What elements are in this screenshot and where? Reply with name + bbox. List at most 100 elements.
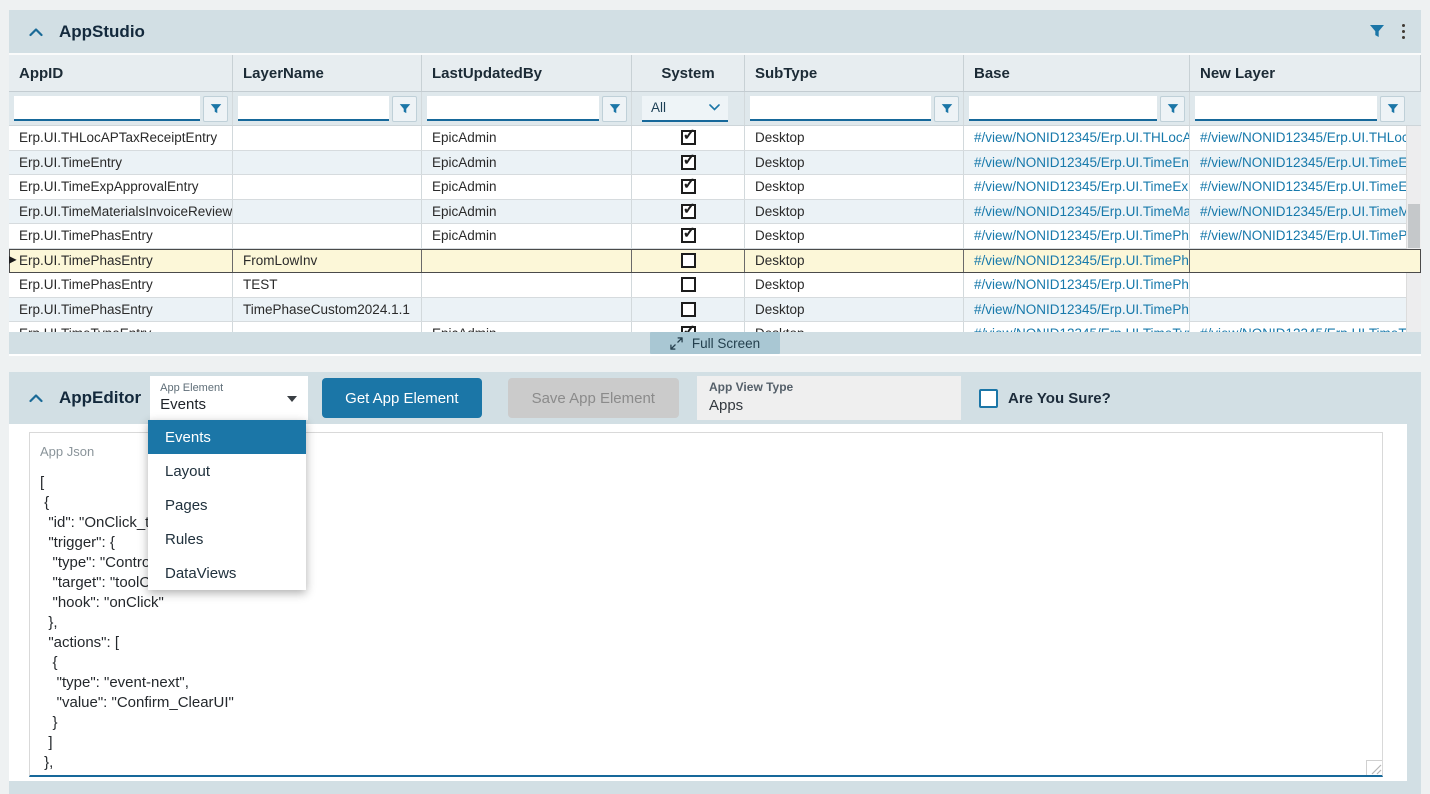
base-link[interactable]: #/view/NONID12345/Erp.UI.TimePha xyxy=(974,253,1190,268)
cell-subtype: Desktop xyxy=(745,200,964,224)
cell-layername: TimePhaseCustom2024.1.1 xyxy=(233,298,422,322)
cell-new-layer: #/view/NONID12345/Erp.UI.TimeTyp xyxy=(1190,322,1421,332)
cell-appid: Erp.UI.TimeMaterialsInvoiceReview xyxy=(9,200,233,224)
new-layer-link[interactable]: #/view/NONID12345/Erp.UI.TimeExp xyxy=(1200,179,1421,194)
base-link[interactable]: #/view/NONID12345/Erp.UI.TimeEnt xyxy=(974,155,1190,170)
cell-appid: Erp.UI.TimePhasEntry xyxy=(9,249,233,273)
collapse-chevron-icon[interactable] xyxy=(25,387,47,409)
column-header-layername[interactable]: LayerName xyxy=(233,55,422,91)
cell-system xyxy=(632,273,745,297)
filter-button-base[interactable] xyxy=(1160,96,1185,122)
cell-new-layer: #/view/NONID12345/Erp.UI.THLocAP xyxy=(1190,126,1421,150)
panel-appeditor: AppEditor App Element Events Get App Ele… xyxy=(9,372,1421,794)
filter-button-new-layer[interactable] xyxy=(1380,96,1405,122)
table-row[interactable]: ▶ Erp.UI.TimeExpApprovalEntry EpicAdmin … xyxy=(9,175,1421,200)
base-link[interactable]: #/view/NONID12345/Erp.UI.TimePha xyxy=(974,277,1190,292)
get-app-element-button[interactable]: Get App Element xyxy=(322,378,481,418)
system-checkbox[interactable] xyxy=(681,228,696,243)
column-header-lastupdatedby[interactable]: LastUpdatedBy xyxy=(422,55,632,91)
cell-system xyxy=(632,175,745,199)
table-row[interactable]: ▶ Erp.UI.THLocAPTaxReceiptEntry EpicAdmi… xyxy=(9,126,1421,151)
new-layer-link[interactable]: #/view/NONID12345/Erp.UI.TimePha xyxy=(1200,228,1421,243)
cell-appid: Erp.UI.TimeEntry xyxy=(9,151,233,175)
column-header-base[interactable]: Base xyxy=(964,55,1190,91)
base-link[interactable]: #/view/NONID12345/Erp.UI.TimeTyp xyxy=(974,326,1190,332)
save-app-element-button[interactable]: Save App Element xyxy=(508,378,679,418)
system-checkbox[interactable] xyxy=(681,302,696,317)
filter-input-subtype[interactable] xyxy=(750,96,931,121)
cell-base: #/view/NONID12345/Erp.UI.TimePha xyxy=(964,224,1190,248)
filter-input-appid[interactable] xyxy=(14,96,200,121)
base-link[interactable]: #/view/NONID12345/Erp.UI.THLocAP xyxy=(974,130,1190,145)
cell-subtype: Desktop xyxy=(745,298,964,322)
filter-button-appid[interactable] xyxy=(203,96,228,122)
filter-input-base[interactable] xyxy=(969,96,1157,121)
system-checkbox[interactable] xyxy=(681,326,696,332)
system-checkbox[interactable] xyxy=(681,277,696,292)
system-filter-select[interactable]: All xyxy=(642,96,728,122)
cell-appid: Erp.UI.TimePhasEntry xyxy=(9,298,233,322)
are-you-sure-checkbox[interactable] xyxy=(979,389,998,408)
system-checkbox[interactable] xyxy=(681,253,696,268)
scrollbar-thumb[interactable] xyxy=(1408,204,1420,248)
column-header-system[interactable]: System xyxy=(632,55,745,91)
menu-item-layout[interactable]: Layout xyxy=(148,454,306,488)
base-link[interactable]: #/view/NONID12345/Erp.UI.TimePha xyxy=(974,228,1190,243)
column-header-subtype[interactable]: SubType xyxy=(745,55,964,91)
filter-input-lastupdatedby[interactable] xyxy=(427,96,599,121)
system-filter-value: All xyxy=(651,100,666,115)
cell-system xyxy=(632,126,745,150)
table-row[interactable]: ▶ Erp.UI.TimePhasEntry TEST Desktop #/vi… xyxy=(9,273,1421,298)
column-header-new-layer[interactable]: New Layer xyxy=(1190,55,1421,91)
cell-layername xyxy=(233,322,422,332)
table-row[interactable]: ▶ Erp.UI.TimePhasEntry TimePhaseCustom20… xyxy=(9,298,1421,323)
cell-lastupdatedby xyxy=(422,273,632,297)
filter-button-subtype[interactable] xyxy=(934,96,959,122)
new-layer-link[interactable]: #/view/NONID12345/Erp.UI.TimeEnt xyxy=(1200,155,1419,170)
kebab-menu-icon[interactable] xyxy=(1402,24,1406,40)
grid-filter-icon[interactable] xyxy=(1366,21,1388,43)
cell-new-layer xyxy=(1190,249,1421,273)
table-row[interactable]: ▶ Erp.UI.TimeMaterialsInvoiceReview Epic… xyxy=(9,200,1421,225)
new-layer-link[interactable]: #/view/NONID12345/Erp.UI.THLocAP xyxy=(1200,130,1421,145)
filter-button-lastupdatedby[interactable] xyxy=(602,96,627,122)
table-row[interactable]: ▶ Erp.UI.TimePhasEntry EpicAdmin Desktop… xyxy=(9,224,1421,249)
menu-item-rules[interactable]: Rules xyxy=(148,522,306,556)
system-checkbox[interactable] xyxy=(681,130,696,145)
resize-grip[interactable] xyxy=(1366,760,1382,775)
system-checkbox[interactable] xyxy=(681,204,696,219)
base-link[interactable]: #/view/NONID12345/Erp.UI.TimePha xyxy=(974,302,1190,317)
base-link[interactable]: #/view/NONID12345/Erp.UI.TimeMat xyxy=(974,204,1190,219)
system-checkbox[interactable] xyxy=(681,179,696,194)
panel-title: AppStudio xyxy=(59,22,145,42)
new-layer-link[interactable]: #/view/NONID12345/Erp.UI.TimeMat xyxy=(1200,204,1421,219)
menu-item-events[interactable]: Events xyxy=(148,420,306,454)
table-row[interactable]: ▶ Erp.UI.TimePhasEntry FromLowInv Deskto… xyxy=(9,249,1421,274)
vertical-scrollbar[interactable] xyxy=(1406,126,1421,332)
column-header-appid[interactable]: AppID xyxy=(9,55,233,91)
app-view-type-field[interactable]: App View Type Apps xyxy=(697,376,961,420)
menu-item-pages[interactable]: Pages xyxy=(148,488,306,522)
cell-appid: Erp.UI.TimeExpApprovalEntry xyxy=(9,175,233,199)
table-row[interactable]: ▶ Erp.UI.TimeTypeEntry EpicAdmin Desktop… xyxy=(9,322,1421,332)
collapse-chevron-icon[interactable] xyxy=(25,21,47,43)
base-link[interactable]: #/view/NONID12345/Erp.UI.TimeExp xyxy=(974,179,1190,194)
system-checkbox[interactable] xyxy=(681,155,696,170)
cell-subtype: Desktop xyxy=(745,175,964,199)
cell-new-layer: #/view/NONID12345/Erp.UI.TimeExp xyxy=(1190,175,1421,199)
filter-button-layername[interactable] xyxy=(392,96,417,122)
new-layer-link[interactable]: #/view/NONID12345/Erp.UI.TimeTyp xyxy=(1200,326,1420,332)
app-view-type-label: App View Type xyxy=(709,380,961,396)
caret-down-icon xyxy=(287,396,297,402)
cell-lastupdatedby xyxy=(422,298,632,322)
menu-item-dataviews[interactable]: DataViews xyxy=(148,556,306,590)
app-element-combo[interactable]: App Element Events xyxy=(150,376,308,420)
cell-lastupdatedby: EpicAdmin xyxy=(422,126,632,150)
appeditor-header: AppEditor App Element Events Get App Ele… xyxy=(9,372,1421,424)
cell-lastupdatedby: EpicAdmin xyxy=(422,151,632,175)
table-row[interactable]: ▶ Erp.UI.TimeEntry EpicAdmin Desktop #/v… xyxy=(9,151,1421,176)
cell-base: #/view/NONID12345/Erp.UI.TimeTyp xyxy=(964,322,1190,332)
filter-input-new-layer[interactable] xyxy=(1195,96,1377,121)
filter-input-layername[interactable] xyxy=(238,96,389,121)
fullscreen-button[interactable]: Full Screen xyxy=(650,332,780,354)
